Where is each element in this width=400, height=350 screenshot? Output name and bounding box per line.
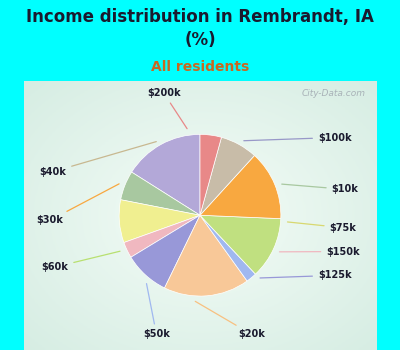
Wedge shape [131,215,200,288]
Wedge shape [124,215,200,257]
Wedge shape [200,134,222,215]
Wedge shape [132,134,200,215]
Text: $20k: $20k [195,301,265,340]
Wedge shape [121,172,200,215]
Text: $40k: $40k [39,142,156,177]
Text: $30k: $30k [36,184,119,225]
Text: $200k: $200k [147,88,187,129]
Text: City-Data.com: City-Data.com [302,89,366,98]
Text: $75k: $75k [288,222,356,233]
Text: $150k: $150k [280,246,360,257]
Text: $125k: $125k [260,270,352,280]
Wedge shape [200,215,281,274]
Text: $60k: $60k [42,251,120,272]
Text: All residents: All residents [151,60,249,74]
Wedge shape [200,215,256,281]
Text: $10k: $10k [282,184,358,194]
Wedge shape [119,200,200,243]
Wedge shape [200,137,254,215]
Text: $50k: $50k [143,284,170,340]
Wedge shape [164,215,247,296]
Wedge shape [200,155,281,219]
Text: $100k: $100k [244,133,352,142]
Text: Income distribution in Rembrandt, IA
(%): Income distribution in Rembrandt, IA (%) [26,8,374,49]
